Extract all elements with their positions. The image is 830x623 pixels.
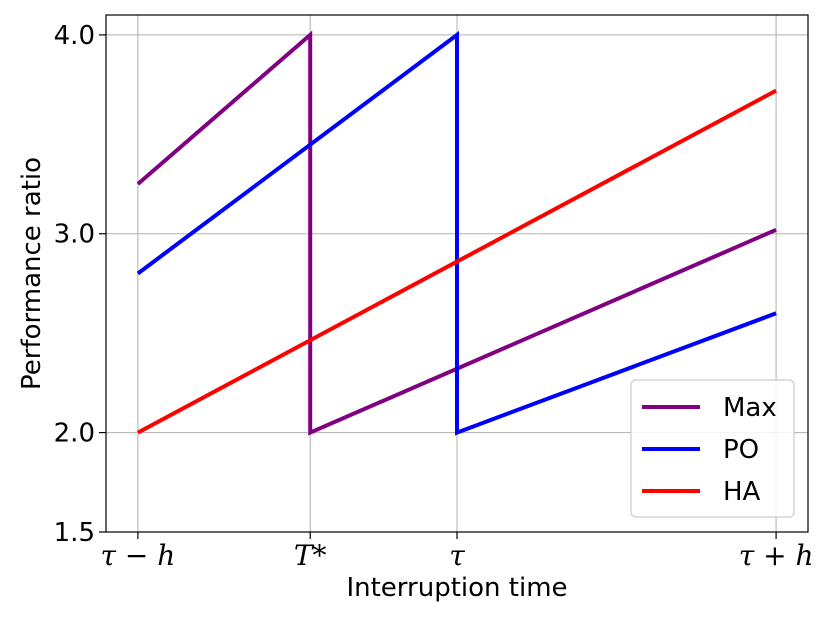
x-tick-label: T* — [294, 539, 327, 572]
y-tick-label: 1.5 — [54, 518, 95, 548]
y-axis-label: Performance ratio — [17, 157, 47, 390]
legend-label: HA — [723, 477, 761, 507]
x-tick-label: τ + h — [739, 539, 814, 572]
series-lines — [136, 30, 778, 436]
legend: Max PO HA — [630, 379, 795, 518]
series-line-po — [136, 30, 777, 436]
y-tick-label: 4.0 — [54, 21, 95, 51]
x-axis-ticks: τ − h T* τ τ + h — [101, 532, 814, 572]
x-axis-label: Interruption time — [346, 573, 567, 603]
legend-label: Max — [723, 393, 777, 423]
y-tick-label: 3.0 — [54, 220, 95, 250]
series-line-max — [136, 30, 777, 436]
x-tick-label: τ − h — [101, 539, 176, 572]
y-axis-ticks: 1.5 2.0 3.0 4.0 — [54, 21, 106, 548]
legend-label: PO — [723, 435, 759, 465]
legend-box — [630, 379, 795, 518]
x-tick-label: τ — [449, 539, 465, 572]
y-tick-label: 2.0 — [54, 419, 95, 449]
series-line-ha — [136, 88, 778, 435]
